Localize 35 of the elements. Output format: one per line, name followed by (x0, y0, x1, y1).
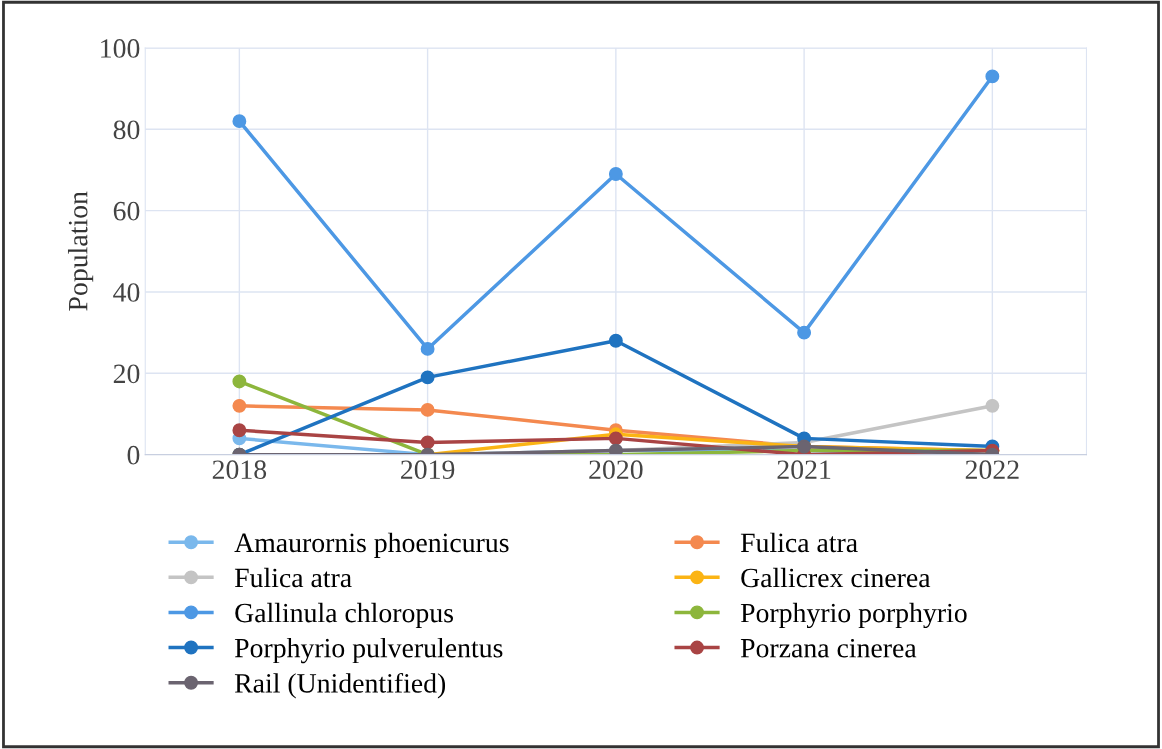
point (232, 423, 247, 438)
y-tick-label: 60 (113, 201, 140, 221)
x-tick-label: 2022 (965, 460, 1019, 480)
legend-label: Gallicrex cinerea (741, 567, 931, 588)
y-tick-label: 40 (113, 283, 140, 302)
point (420, 402, 435, 417)
y-tick-label: 0 (127, 445, 140, 465)
point (420, 341, 435, 356)
point (232, 398, 247, 413)
legend-label: Porphyrio porphyrio (740, 602, 967, 629)
point (232, 374, 247, 389)
y-axis-title: Population (67, 191, 94, 311)
legend-label: Amaurornis phoenicurus (234, 532, 509, 558)
point (420, 435, 435, 450)
point (608, 431, 623, 446)
point (420, 370, 435, 385)
y-tick-label: 80 (113, 120, 140, 140)
legend-label: Rail (Unidentified) (234, 672, 446, 699)
point (797, 325, 812, 340)
point (608, 167, 623, 181)
x-tick-label: 2019 (401, 460, 455, 480)
y-tick-label: 20 (113, 364, 140, 384)
legend-label: Porphyrio pulverulentus (234, 637, 503, 664)
x-tick-label: 2018 (212, 460, 267, 480)
point (985, 69, 1000, 84)
legend-label: Porzana cinerea (740, 638, 917, 658)
legend-label: Fulica atra (740, 532, 858, 553)
point (608, 333, 623, 348)
legend-label: Gallinula chloropus (235, 602, 453, 629)
point (232, 114, 247, 129)
y-tick-label: 100 (101, 39, 140, 58)
x-tick-label: 2020 (589, 460, 643, 480)
x-tick-label: 2021 (777, 460, 831, 480)
legend-label: Fulica atra (234, 567, 352, 588)
point (985, 398, 1000, 413)
